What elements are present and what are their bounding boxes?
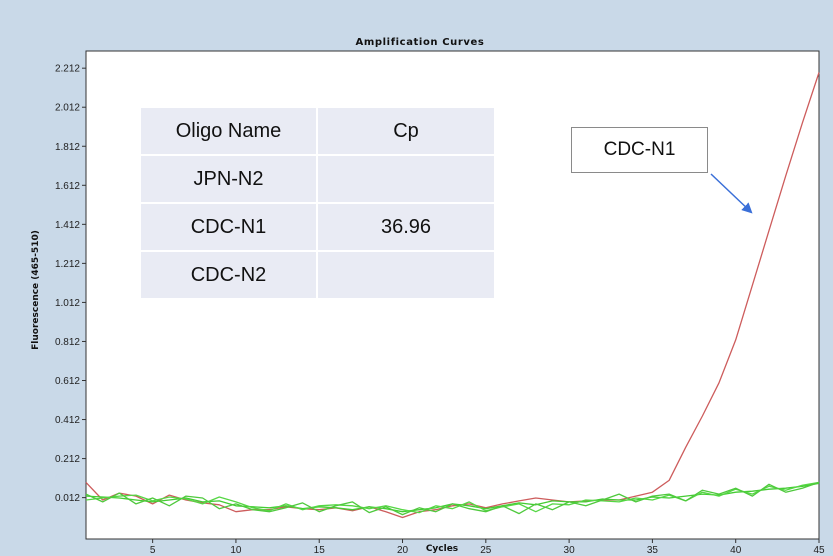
y-tick-label: 1.812 — [55, 142, 80, 153]
series-line-1 — [85, 72, 820, 519]
table-row: CDC-N2 — [141, 252, 494, 298]
y-tick-label: 0.012 — [55, 493, 80, 504]
table-row: CDC-N1 36.96 — [141, 204, 494, 252]
x-tick-label: 40 — [730, 545, 742, 556]
y-axis-ticks: 0.012 0.212 0.412 0.612 0.812 1.012 1.212 1.412… — [55, 64, 86, 504]
callout-label: CDC-N1 — [571, 127, 708, 173]
chart-title: Amplification Curves — [356, 37, 485, 48]
y-tick-label: 0.812 — [55, 337, 80, 348]
y-tick-label: 1.612 — [55, 181, 80, 192]
x-tick-label: 20 — [397, 545, 409, 556]
table-header-oligo-name: Oligo Name — [141, 108, 318, 156]
y-tick-label: 0.212 — [55, 454, 80, 465]
x-tick-label: 15 — [314, 545, 326, 556]
table-cell-cp: 36.96 — [318, 204, 494, 252]
table-header-cp: Cp — [318, 108, 494, 156]
callout-arrow — [710, 173, 753, 214]
y-tick-label: 2.212 — [55, 64, 80, 75]
table-cell-cp — [318, 252, 494, 298]
table-header-row: Oligo Name Cp — [141, 108, 494, 156]
x-axis-ticks: 5 10 15 20 25 30 35 40 45 — [150, 539, 825, 556]
series-line-4 — [85, 481, 820, 516]
cp-table: Oligo Name Cp JPN-N2 CDC-N1 36.96 CDC-N2 — [141, 108, 494, 298]
table-cell-oligo: JPN-N2 — [141, 156, 318, 204]
x-tick-label: 45 — [813, 545, 825, 556]
y-tick-label: 1.412 — [55, 220, 80, 231]
y-axis-title: Fluorescence (465-510) — [31, 230, 41, 350]
y-tick-label: 0.612 — [55, 376, 80, 387]
y-tick-label: 1.012 — [55, 298, 80, 309]
x-axis-title: Cycles — [426, 544, 458, 554]
table-cell-oligo: CDC-N1 — [141, 204, 318, 252]
y-tick-label: 0.412 — [55, 415, 80, 426]
x-tick-label: 10 — [230, 545, 242, 556]
table-cell-oligo: CDC-N2 — [141, 252, 318, 298]
table-cell-cp — [318, 156, 494, 204]
series-layer — [85, 72, 820, 519]
y-tick-label: 1.212 — [55, 259, 80, 270]
table-row: JPN-N2 — [141, 156, 494, 204]
y-tick-label: 2.012 — [55, 103, 80, 114]
x-tick-label: 5 — [150, 545, 156, 556]
x-tick-label: 35 — [647, 545, 659, 556]
x-tick-label: 30 — [564, 545, 576, 556]
x-tick-label: 25 — [480, 545, 492, 556]
